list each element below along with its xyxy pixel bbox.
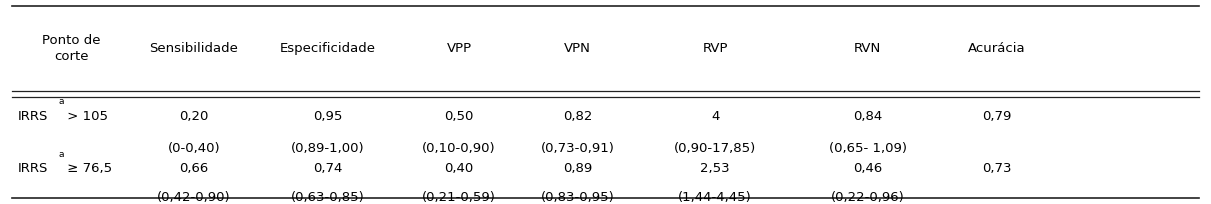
Text: > 105: > 105 bbox=[63, 110, 108, 123]
Text: (0,22-0,96): (0,22-0,96) bbox=[831, 191, 905, 204]
Text: 0,82: 0,82 bbox=[563, 110, 592, 123]
Text: 0,89: 0,89 bbox=[563, 162, 592, 175]
Text: (0,90-17,85): (0,90-17,85) bbox=[675, 142, 756, 155]
Text: Especificidade: Especificidade bbox=[280, 42, 377, 55]
Text: (0,73-0,91): (0,73-0,91) bbox=[540, 142, 615, 155]
Text: Sensibilidade: Sensibilidade bbox=[149, 42, 239, 55]
Text: RVN: RVN bbox=[854, 42, 882, 55]
Text: 0,66: 0,66 bbox=[179, 162, 208, 175]
Text: (0,83-0,95): (0,83-0,95) bbox=[541, 191, 614, 204]
Text: VPP: VPP bbox=[447, 42, 471, 55]
Text: 2,53: 2,53 bbox=[700, 162, 730, 175]
Text: ≥ 76,5: ≥ 76,5 bbox=[63, 162, 113, 175]
Text: a: a bbox=[58, 150, 64, 159]
Text: VPN: VPN bbox=[564, 42, 591, 55]
Text: 0,95: 0,95 bbox=[314, 110, 343, 123]
Text: a: a bbox=[58, 98, 64, 106]
Text: 0,50: 0,50 bbox=[444, 110, 474, 123]
Text: (0,89-1,00): (0,89-1,00) bbox=[292, 142, 365, 155]
Text: 0,20: 0,20 bbox=[179, 110, 208, 123]
Text: 0,46: 0,46 bbox=[853, 162, 883, 175]
Text: 0,84: 0,84 bbox=[853, 110, 883, 123]
Text: (0-0,40): (0-0,40) bbox=[167, 142, 220, 155]
Text: Acurácia: Acurácia bbox=[968, 42, 1026, 55]
Text: (0,21-0,59): (0,21-0,59) bbox=[421, 191, 497, 204]
Text: (0,65- 1,09): (0,65- 1,09) bbox=[828, 142, 907, 155]
Text: IRRS: IRRS bbox=[18, 110, 48, 123]
Text: 0,40: 0,40 bbox=[444, 162, 474, 175]
Text: Ponto de
corte: Ponto de corte bbox=[42, 34, 101, 63]
Text: 0,79: 0,79 bbox=[982, 110, 1011, 123]
Text: IRRS: IRRS bbox=[18, 162, 48, 175]
Text: RVP: RVP bbox=[702, 42, 728, 55]
Text: 4: 4 bbox=[711, 110, 719, 123]
Text: (0,63-0,85): (0,63-0,85) bbox=[292, 191, 365, 204]
Text: (0,10-0,90): (0,10-0,90) bbox=[423, 142, 495, 155]
Text: (0,42-0,90): (0,42-0,90) bbox=[157, 191, 230, 204]
Text: 0,74: 0,74 bbox=[314, 162, 343, 175]
Text: (1,44-4,45): (1,44-4,45) bbox=[678, 191, 752, 204]
Text: 0,73: 0,73 bbox=[982, 162, 1011, 175]
